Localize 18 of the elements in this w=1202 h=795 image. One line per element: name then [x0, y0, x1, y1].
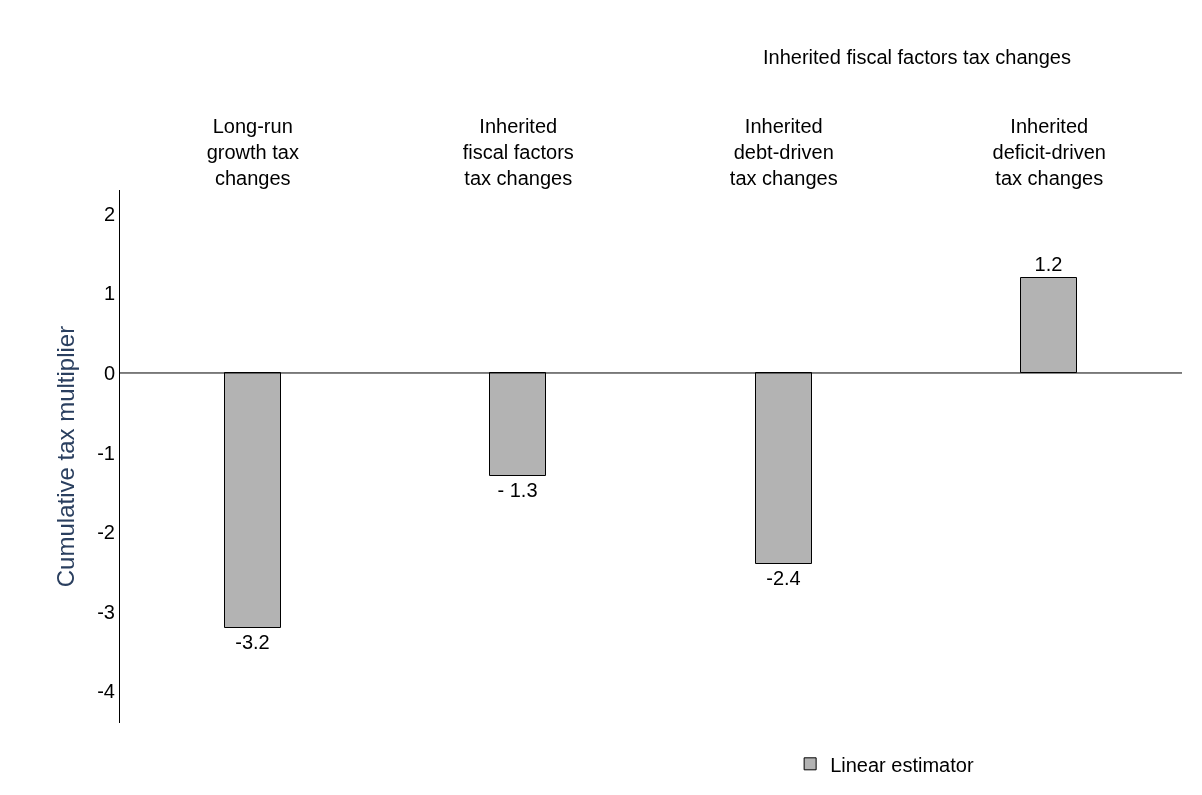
data-label: -3.2 [235, 630, 270, 653]
text: Inherited fiscal factors tax changes [763, 46, 1071, 68]
legend-label: Linear estimator [830, 753, 974, 776]
y-tick-label: -3 [97, 600, 115, 623]
data-label: -2.4 [766, 566, 801, 589]
x-tick-label: Inherited deficit-driven tax changes [992, 115, 1106, 189]
x-tick-label: Inherited fiscal factors tax changes [462, 115, 574, 189]
data-label: - 1.3 [497, 478, 538, 501]
y-tick-label: -4 [97, 680, 115, 703]
y-tick-label: 2 [103, 202, 115, 225]
y-tick-label: 1 [103, 282, 115, 305]
y-tick-label: -2 [97, 521, 115, 544]
x-tick-label: Long-run growth tax changes [206, 115, 299, 189]
y-tick-label: -1 [97, 441, 115, 464]
y-axis-title: Cumulative tax multiplier [52, 325, 80, 588]
x-tick-label: Inherited debt-driven tax changes [729, 115, 838, 189]
data-label: 1.2 [1034, 252, 1063, 275]
y-tick-label: 0 [103, 361, 115, 384]
